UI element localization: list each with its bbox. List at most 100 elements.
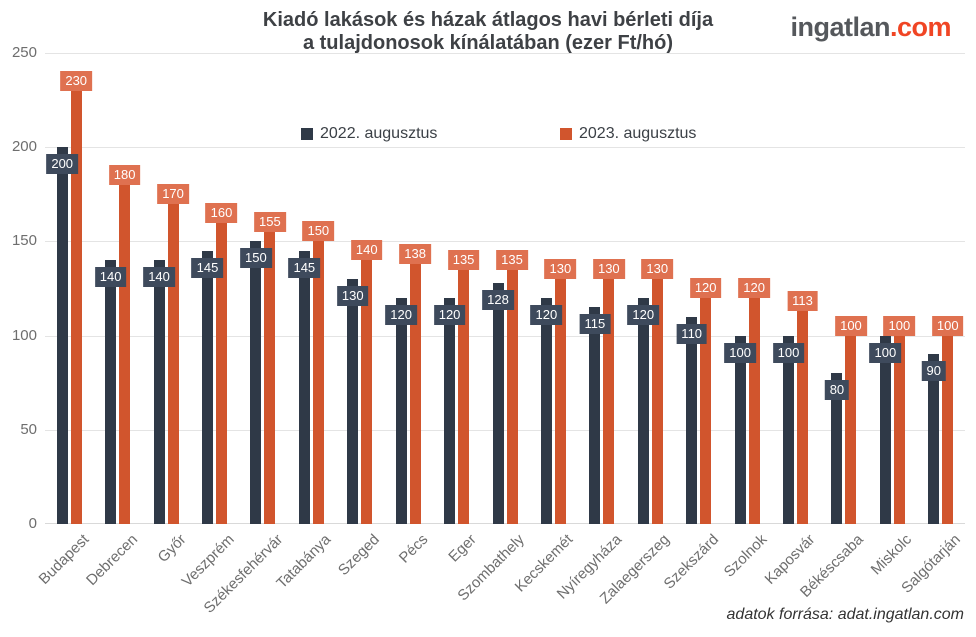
- bar-2023: [119, 184, 131, 524]
- x-axis-label: Szeged: [334, 531, 383, 579]
- bar-value-label: 120: [689, 277, 722, 298]
- bar-value-label: 120: [738, 277, 770, 298]
- plot-area: 200 230 140 180 140 170 145 160 150 155 145 150 130 1…: [45, 53, 965, 524]
- x-axis-label: Debrecen: [82, 531, 141, 590]
- legend-swatch-2023: [560, 128, 572, 140]
- gridline: [45, 147, 965, 149]
- bar-2022: [201, 250, 213, 524]
- bar-2023: [458, 269, 470, 524]
- logo-tld: .com: [889, 12, 952, 42]
- bar-2022: [153, 260, 165, 524]
- bar-value-label: 80: [824, 380, 850, 401]
- y-axis-tick-label: 100: [11, 326, 37, 344]
- bar-2022: [783, 335, 795, 524]
- bar-2023: [700, 297, 712, 524]
- bar-value-label: 100: [724, 342, 756, 363]
- bar-value-label: 230: [60, 70, 93, 91]
- y-axis-tick-label: 0: [28, 515, 37, 532]
- chart-title: Kiadó lakások és házak átlagos havi bérl…: [0, 9, 976, 55]
- legend-label-2022: 2022. augusztus: [320, 125, 438, 142]
- bar-value-label: 130: [641, 259, 674, 280]
- bar-value-label: 130: [544, 259, 577, 280]
- gridline: [45, 429, 965, 431]
- bar-2023: [554, 279, 566, 524]
- bar-value-label: 200: [46, 154, 79, 175]
- bar-value-label: 140: [94, 267, 127, 288]
- bar-2023: [264, 231, 276, 524]
- bar-value-label: 138: [399, 244, 432, 265]
- bar-value-label: 100: [883, 315, 916, 336]
- bar-2023: [361, 260, 373, 524]
- bar-value-label: 140: [350, 240, 383, 261]
- bar-value-label: 180: [108, 164, 141, 185]
- bar-2022: [540, 297, 552, 524]
- bar-value-label: 150: [240, 248, 272, 269]
- bar-value-label: 110: [676, 323, 708, 344]
- bar-value-label: 135: [447, 249, 480, 270]
- bar-2023: [651, 279, 663, 524]
- bar-2022: [928, 354, 940, 524]
- gridline: [45, 53, 965, 54]
- x-axis-label: Miskolc: [868, 531, 916, 579]
- logo-text: ingatlan: [790, 12, 890, 42]
- legend-item-2023: 2023. augusztus: [560, 125, 697, 142]
- bar-value-label: 130: [336, 286, 369, 307]
- x-axis-label: Budapest: [35, 531, 93, 588]
- bar-value-label: 120: [433, 304, 466, 325]
- bar-2023: [845, 335, 857, 524]
- bar-2023: [748, 297, 760, 524]
- bar-2023: [167, 203, 179, 524]
- ingatlan-logo: ingatlan.com: [790, 12, 951, 43]
- bar-value-label: 145: [191, 257, 224, 278]
- bar-value-label: 100: [931, 315, 964, 336]
- bar-2022: [250, 241, 262, 524]
- x-axis-label: Győr: [154, 531, 190, 567]
- bar-2023: [409, 264, 421, 524]
- bar-value-label: 115: [579, 314, 611, 335]
- chart-title-line2: a tulajdonosok kínálatában (ezer Ft/hó): [302, 32, 674, 54]
- y-axis-tick-label: 150: [11, 232, 37, 250]
- y-axis-tick-label: 200: [11, 138, 37, 156]
- bar-value-label: 160: [205, 202, 238, 223]
- bar-2023: [797, 311, 809, 524]
- bar-2022: [395, 297, 407, 524]
- x-axis-label: Pécs: [395, 531, 432, 567]
- bar-value-label: 145: [288, 257, 321, 278]
- bar-2022: [347, 279, 359, 524]
- bar-value-label: 130: [592, 259, 625, 280]
- bar-value-label: 155: [254, 211, 286, 232]
- x-axis-label: Eger: [445, 531, 480, 566]
- bar-2022: [734, 335, 746, 524]
- legend-label-2023: 2023. augusztus: [579, 125, 697, 142]
- bar-value-label: 100: [835, 315, 867, 336]
- bar-2023: [603, 279, 615, 524]
- bar-2022: [56, 147, 68, 524]
- y-axis-tick-label: 50: [20, 420, 37, 438]
- bar-2023: [942, 335, 954, 524]
- bar-2022: [831, 373, 843, 524]
- x-axis-line: [45, 523, 965, 524]
- chart-title-line1: Kiadó lakások és házak átlagos havi bérl…: [262, 9, 714, 31]
- bar-2022: [298, 250, 310, 524]
- data-source-note: adatok forrása: adat.ingatlan.com: [726, 606, 964, 623]
- gridline: [45, 335, 965, 337]
- bar-value-label: 140: [143, 267, 175, 288]
- legend-item-2022: 2022. augusztus: [301, 125, 438, 142]
- bar-value-label: 150: [302, 221, 335, 242]
- bar-value-label: 113: [787, 291, 818, 312]
- bar-2022: [444, 297, 456, 524]
- bar-2022: [105, 260, 117, 524]
- bar-value-label: 120: [627, 304, 660, 325]
- bar-value-label: 128: [482, 289, 514, 310]
- bar-2022: [879, 335, 891, 524]
- bar-value-label: 100: [869, 342, 902, 363]
- bar-2023: [70, 90, 82, 524]
- bar-value-label: 120: [385, 304, 418, 325]
- gridline: [45, 241, 965, 243]
- bar-2022: [686, 316, 698, 524]
- bar-2023: [215, 222, 227, 524]
- legend-swatch-2022: [301, 128, 313, 140]
- bar-value-label: 100: [772, 342, 805, 363]
- bar-2022: [637, 297, 649, 524]
